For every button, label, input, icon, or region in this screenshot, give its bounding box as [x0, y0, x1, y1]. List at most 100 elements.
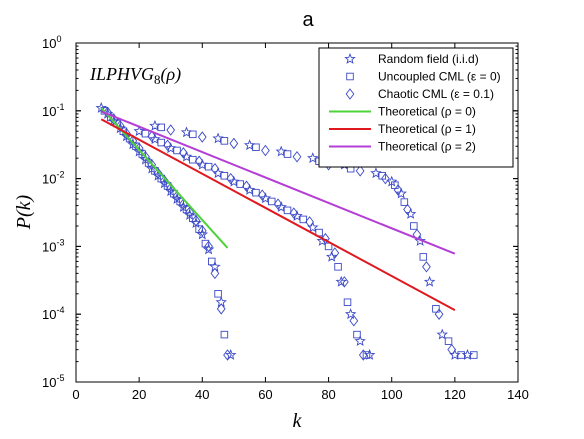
diamond-point: [147, 159, 157, 171]
diamond-point: [358, 349, 368, 361]
square-point: [343, 298, 352, 307]
diamond-point: [204, 240, 213, 253]
legend-item-theoretical-0: Theoretical (ρ = 0): [329, 105, 476, 119]
star-point: [344, 308, 357, 320]
star-point: [436, 328, 448, 340]
diamond-point: [160, 174, 169, 187]
plot-area: [95, 101, 478, 361]
star-point: [196, 228, 209, 240]
diamond-point: [330, 247, 340, 259]
diamond-point: [226, 172, 236, 185]
series-theoretical-2: [100, 110, 456, 255]
star-point: [275, 201, 287, 212]
x-tick-labels: 0 20 40 60 80 100 120 140: [72, 387, 528, 402]
star-point: [243, 183, 256, 195]
diamond-point: [292, 151, 302, 163]
diamond-point: [115, 120, 125, 132]
square-point: [410, 222, 418, 230]
diamond-point: [289, 207, 299, 219]
legend-label: Theoretical (ρ = 2): [378, 140, 476, 154]
annotation-subscript: 8: [154, 72, 161, 87]
square-point: [470, 351, 478, 359]
star-point: [259, 192, 272, 204]
x-tick-label: 140: [507, 387, 529, 402]
diamond-point: [257, 189, 267, 201]
x-tick-label: 20: [132, 387, 146, 402]
diamond-point: [434, 308, 444, 320]
square-point: [252, 143, 260, 151]
square-point: [283, 150, 292, 158]
star-point: [212, 132, 224, 144]
square-point: [157, 123, 165, 132]
diamond-point: [216, 303, 226, 315]
diamond-point: [229, 137, 239, 150]
diamond-point: [273, 198, 283, 210]
star-point: [370, 167, 382, 179]
x-tick-label: 0: [72, 387, 79, 402]
y-tick-label: 10-1: [42, 102, 64, 119]
series-theoretical-1: [100, 118, 456, 311]
legend-item-uncoupled-cml-0: Uncoupled CML (ε = 0): [346, 70, 501, 84]
line-theoretical-2: [100, 110, 456, 255]
y-tick-label: 10-2: [42, 170, 64, 187]
y-tick-label: 10-5: [42, 373, 64, 390]
square-point: [419, 253, 428, 261]
chart-title: a: [302, 9, 314, 31]
x-tick-label: 120: [444, 387, 466, 402]
square-point: [208, 257, 216, 266]
line-theoretical-1: [100, 118, 456, 311]
legend-label: Random field (i.i.d): [378, 52, 479, 66]
diamond-point: [422, 261, 431, 273]
star-point: [354, 335, 366, 347]
diamond-point: [191, 214, 201, 227]
diamond-point: [210, 267, 220, 280]
square-point: [220, 330, 229, 339]
plot-annotation: ILPHVG8(ρ): [89, 64, 181, 87]
star-point: [212, 167, 224, 179]
square-point: [100, 107, 109, 115]
legend-item-theoretical-1: Theoretical (ρ = 1): [329, 122, 476, 136]
diamond-point: [349, 315, 359, 327]
square-point: [220, 137, 229, 145]
diamond-point: [210, 162, 220, 175]
square-point: [324, 242, 333, 251]
legend-label: Chaotic CML (ε = 0.1): [378, 87, 494, 101]
diamond-point: [321, 232, 330, 245]
legend-swatch: [346, 72, 354, 81]
square-point: [457, 351, 465, 359]
diamond-point: [147, 130, 157, 143]
x-tick-label: 60: [258, 387, 272, 402]
star-point: [228, 175, 240, 187]
annotation-tail: (ρ): [161, 64, 182, 85]
diamond-point: [163, 139, 172, 152]
star-point: [180, 150, 193, 162]
x-axis-label: k: [293, 410, 303, 432]
legend-item-theoretical-2: Theoretical (ρ = 2): [329, 140, 476, 154]
star-point: [291, 210, 303, 221]
legend-item-random-field-i-i-d: Random field (i.i.d): [344, 52, 479, 66]
star-point: [326, 250, 338, 262]
square-point: [353, 330, 361, 339]
diamond-point: [166, 124, 176, 136]
star-point: [224, 348, 237, 360]
square-point: [157, 138, 165, 147]
star-point: [307, 152, 319, 164]
legend-swatch: [344, 52, 356, 64]
legend: Random field (i.i.d) Uncoupled CML (ε = 0…: [318, 47, 514, 168]
legend-label: Theoretical (ρ = 0): [378, 105, 476, 119]
legend-swatch: [345, 88, 355, 100]
legend-label: Uncoupled CML (ε = 0): [378, 70, 501, 84]
square-point: [236, 180, 244, 188]
diamond-point: [197, 131, 207, 143]
square-point: [204, 162, 213, 171]
square-point: [267, 197, 276, 206]
x-tick-label: 40: [195, 387, 209, 402]
y-tick-label: 100: [42, 34, 61, 51]
diamond-point: [178, 147, 188, 159]
square-point: [334, 263, 342, 271]
square-point: [283, 206, 292, 215]
diamond-point: [447, 343, 457, 356]
square-point: [214, 290, 222, 298]
axis-ticks: [75, 42, 519, 383]
